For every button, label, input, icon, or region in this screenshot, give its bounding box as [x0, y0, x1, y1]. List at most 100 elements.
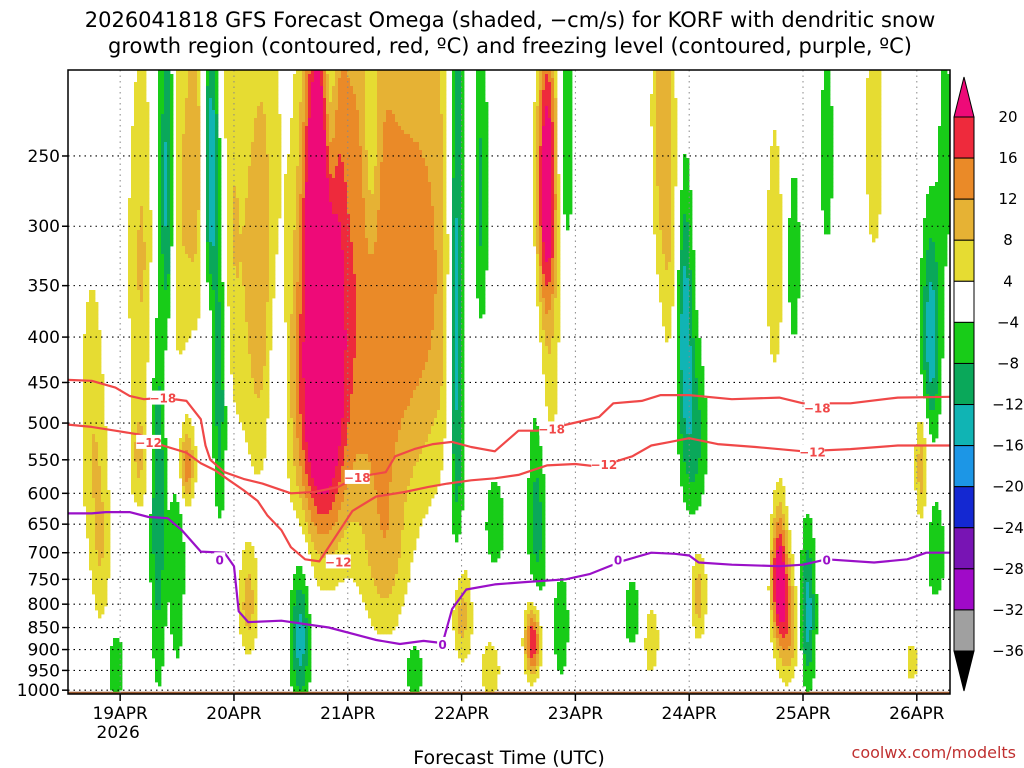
- omega-cell: [353, 142, 357, 147]
- omega-cell: [821, 174, 825, 179]
- omega-cell: [419, 170, 423, 175]
- omega-cell: [668, 78, 672, 83]
- omega-cell: [290, 194, 294, 199]
- omega-cell: [266, 102, 270, 107]
- omega-cell: [308, 194, 312, 199]
- omega-cell: [188, 98, 192, 103]
- omega-cell: [380, 170, 384, 175]
- omega-cell: [659, 134, 663, 139]
- omega-cell: [872, 162, 876, 167]
- omega-cell: [218, 214, 222, 219]
- omega-cell: [260, 194, 264, 199]
- omega-cell: [542, 134, 546, 139]
- omega-cell: [476, 134, 480, 139]
- omega-cell: [821, 146, 825, 151]
- omega-cell: [335, 154, 339, 159]
- omega-cell: [665, 206, 669, 211]
- omega-cell: [485, 158, 489, 163]
- omega-cell: [545, 74, 549, 79]
- omega-cell: [569, 130, 573, 135]
- omega-cell: [419, 98, 423, 103]
- omega-cell: [302, 126, 306, 131]
- omega-cell: [683, 158, 687, 163]
- omega-cell: [308, 86, 312, 91]
- omega-cell: [257, 178, 261, 183]
- omega-cell: [188, 90, 192, 95]
- omega-cell: [422, 186, 426, 191]
- omega-cell: [260, 118, 264, 123]
- omega-cell: [218, 182, 222, 187]
- omega-cell: [308, 102, 312, 107]
- omega-cell: [563, 94, 567, 99]
- omega-cell: [386, 198, 390, 203]
- omega-cell: [659, 174, 663, 179]
- omega-cell: [443, 90, 447, 95]
- omega-cell: [941, 118, 945, 123]
- omega-cell: [386, 206, 390, 211]
- omega-cell: [347, 170, 351, 175]
- omega-cell: [554, 134, 558, 139]
- omega-cell: [329, 70, 333, 75]
- omega-cell: [167, 74, 171, 79]
- omega-cell: [344, 206, 348, 211]
- omega-cell: [323, 102, 327, 107]
- omega-cell: [140, 194, 144, 199]
- omega-cell: [482, 122, 486, 127]
- omega-cell: [422, 166, 426, 171]
- omega-cell: [878, 194, 882, 199]
- omega-cell: [188, 186, 192, 191]
- omega-cell: [443, 206, 447, 211]
- omega-cell: [665, 178, 669, 183]
- omega-cell: [233, 150, 237, 155]
- omega-cell: [287, 198, 291, 203]
- omega-cell: [452, 202, 456, 207]
- omega-cell: [482, 102, 486, 107]
- omega-cell: [245, 158, 249, 163]
- omega-cell: [401, 170, 405, 175]
- omega-cell: [251, 114, 255, 119]
- omega-cell: [368, 214, 372, 219]
- omega-cell: [941, 134, 945, 139]
- omega-cell: [272, 150, 276, 155]
- omega-cell: [314, 150, 318, 155]
- omega-cell: [131, 178, 135, 183]
- omega-cell: [398, 198, 402, 203]
- omega-cell: [293, 194, 297, 199]
- omega-cell: [659, 118, 663, 123]
- omega-cell: [383, 162, 387, 167]
- omega-cell: [443, 138, 447, 143]
- omega-cell: [359, 178, 363, 183]
- omega-cell: [398, 82, 402, 87]
- omega-cell: [311, 150, 315, 155]
- omega-cell: [482, 158, 486, 163]
- omega-cell: [653, 198, 657, 203]
- omega-cell: [401, 186, 405, 191]
- omega-cell: [227, 146, 231, 151]
- omega-cell: [830, 186, 834, 191]
- omega-cell: [140, 102, 144, 107]
- omega-cell: [386, 166, 390, 171]
- omega-cell: [563, 86, 567, 91]
- omega-cell: [413, 162, 417, 167]
- omega-cell: [251, 134, 255, 139]
- omega-cell: [332, 110, 336, 115]
- omega-cell: [209, 214, 213, 219]
- omega-cell: [284, 194, 288, 199]
- omega-cell: [275, 194, 279, 199]
- omega-cell: [338, 90, 342, 95]
- omega-cell: [257, 162, 261, 167]
- omega-cell: [410, 98, 414, 103]
- omega-cell: [260, 114, 264, 119]
- omega-cell: [185, 70, 189, 75]
- omega-cell: [269, 82, 273, 87]
- omega-cell: [329, 142, 333, 147]
- omega-cell: [350, 170, 354, 175]
- omega-cell: [479, 146, 483, 151]
- omega-cell: [563, 182, 567, 187]
- omega-cell: [419, 114, 423, 119]
- omega-cell: [263, 130, 267, 135]
- omega-cell: [551, 146, 555, 151]
- omega-cell: [179, 146, 183, 151]
- omega-cell: [554, 202, 558, 207]
- omega-cell: [566, 138, 570, 143]
